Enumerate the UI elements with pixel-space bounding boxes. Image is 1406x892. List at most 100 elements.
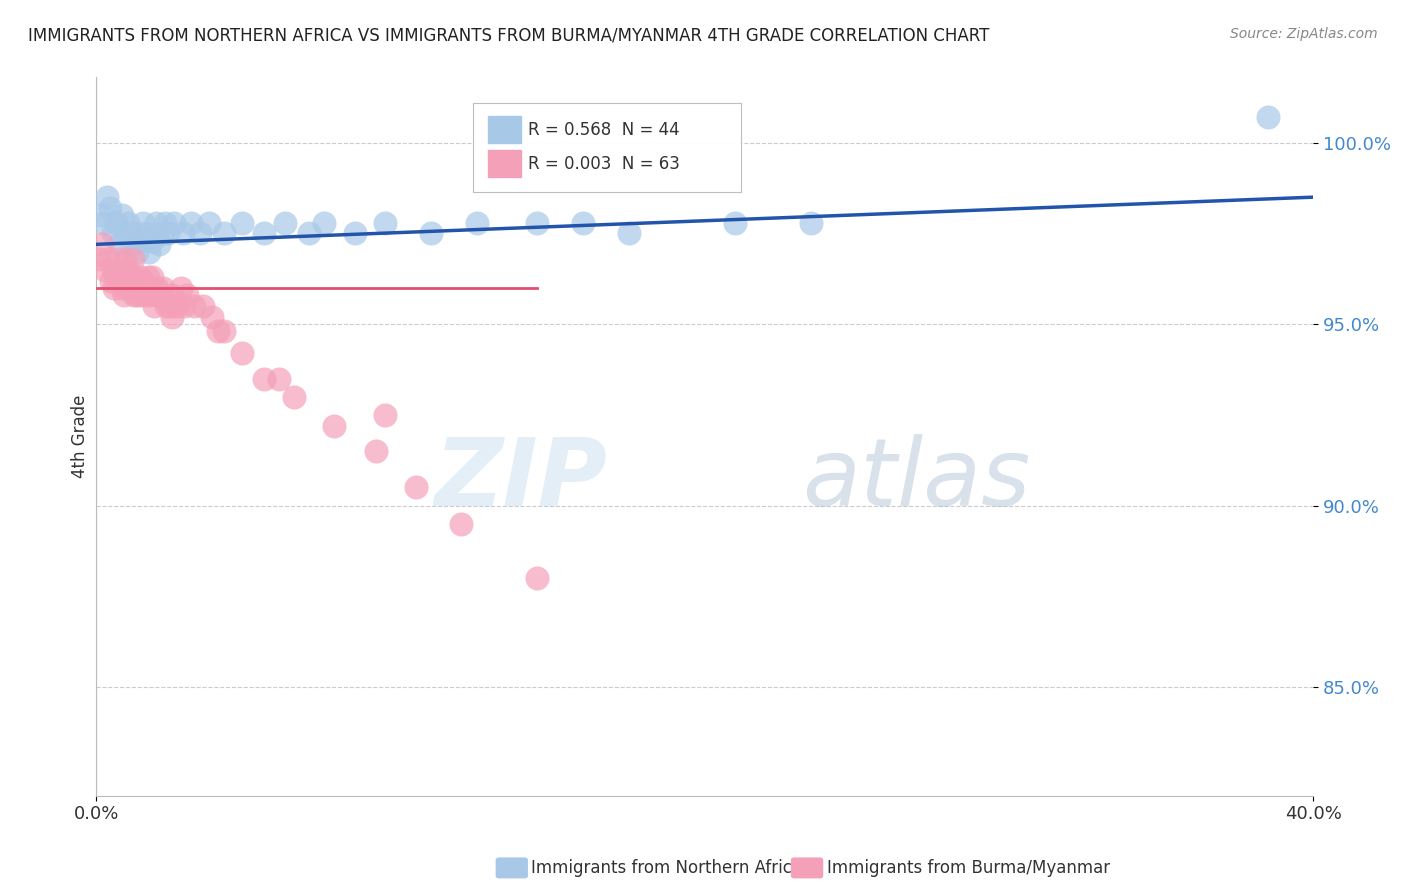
- Point: [125, 274, 148, 288]
- Point: [148, 237, 170, 252]
- Point: [212, 325, 235, 339]
- Point: [100, 274, 122, 288]
- Text: atlas: atlas: [801, 434, 1031, 525]
- Point: [93, 216, 115, 230]
- Point: [724, 216, 747, 230]
- Point: [183, 299, 205, 313]
- Point: [366, 444, 388, 458]
- Point: [112, 288, 135, 302]
- Text: IMMIGRANTS FROM NORTHERN AFRICA VS IMMIGRANTS FROM BURMA/MYANMAR 4TH GRADE CORRE: IMMIGRANTS FROM NORTHERN AFRICA VS IMMIG…: [28, 27, 990, 45]
- Point: [157, 299, 180, 313]
- Point: [134, 288, 156, 302]
- Point: [155, 299, 177, 313]
- Point: [405, 480, 427, 494]
- Point: [274, 216, 297, 230]
- Point: [374, 216, 396, 230]
- Point: [127, 288, 149, 302]
- Text: Immigrants from Burma/Myanmar: Immigrants from Burma/Myanmar: [827, 859, 1109, 877]
- Point: [617, 227, 640, 241]
- Point: [90, 208, 112, 222]
- Point: [197, 216, 219, 230]
- Point: [526, 571, 548, 585]
- Point: [94, 262, 117, 277]
- Point: [465, 216, 488, 230]
- Point: [165, 299, 187, 313]
- Point: [104, 270, 127, 285]
- Point: [188, 227, 211, 241]
- Point: [212, 227, 235, 241]
- Point: [110, 262, 132, 277]
- Point: [207, 325, 229, 339]
- Point: [314, 216, 336, 230]
- Point: [1257, 111, 1279, 125]
- Point: [139, 281, 162, 295]
- Point: [122, 227, 145, 241]
- Text: ZIP: ZIP: [434, 434, 607, 525]
- Point: [132, 216, 155, 230]
- Point: [176, 288, 198, 302]
- Point: [98, 201, 121, 215]
- Point: [156, 227, 179, 241]
- Point: [146, 281, 169, 295]
- Point: [128, 281, 150, 295]
- Y-axis label: 4th Grade: 4th Grade: [72, 395, 89, 478]
- Point: [129, 270, 152, 285]
- Text: R = 0.568  N = 44: R = 0.568 N = 44: [529, 121, 681, 139]
- Point: [150, 227, 173, 241]
- Point: [162, 288, 184, 302]
- Point: [111, 281, 134, 295]
- Point: [252, 371, 274, 385]
- Text: Immigrants from Northern Africa: Immigrants from Northern Africa: [531, 859, 803, 877]
- Point: [108, 237, 131, 252]
- Point: [101, 227, 124, 241]
- Point: [117, 262, 139, 277]
- Point: [179, 216, 201, 230]
- Point: [231, 346, 253, 360]
- Point: [322, 418, 344, 433]
- Text: Source: ZipAtlas.com: Source: ZipAtlas.com: [1230, 27, 1378, 41]
- Point: [173, 299, 195, 313]
- Point: [135, 281, 157, 295]
- Point: [91, 237, 114, 252]
- Point: [114, 252, 136, 266]
- Point: [374, 408, 396, 422]
- Point: [120, 270, 142, 285]
- Point: [112, 270, 135, 285]
- Point: [172, 227, 194, 241]
- Point: [231, 216, 253, 230]
- Point: [283, 390, 305, 404]
- Point: [572, 216, 595, 230]
- Point: [131, 288, 153, 302]
- Point: [450, 516, 472, 531]
- Text: R = 0.003  N = 63: R = 0.003 N = 63: [529, 154, 681, 173]
- FancyBboxPatch shape: [488, 116, 522, 143]
- Point: [167, 299, 190, 313]
- Point: [201, 310, 224, 324]
- Point: [97, 252, 120, 266]
- Point: [298, 227, 321, 241]
- Point: [132, 274, 155, 288]
- Point: [800, 216, 823, 230]
- Point: [145, 288, 167, 302]
- Point: [96, 190, 118, 204]
- Point: [149, 288, 172, 302]
- Point: [121, 252, 143, 266]
- Point: [191, 299, 214, 313]
- Point: [120, 237, 142, 252]
- Point: [153, 216, 176, 230]
- Point: [138, 244, 160, 259]
- Point: [115, 274, 138, 288]
- Point: [141, 270, 163, 285]
- Point: [103, 281, 125, 295]
- Point: [170, 281, 193, 295]
- Point: [152, 281, 174, 295]
- Point: [101, 262, 124, 277]
- Point: [129, 234, 152, 248]
- Point: [135, 227, 157, 241]
- Point: [114, 227, 136, 241]
- Point: [162, 310, 184, 324]
- Point: [252, 227, 274, 241]
- FancyBboxPatch shape: [474, 103, 741, 193]
- Point: [104, 216, 127, 230]
- Point: [127, 244, 149, 259]
